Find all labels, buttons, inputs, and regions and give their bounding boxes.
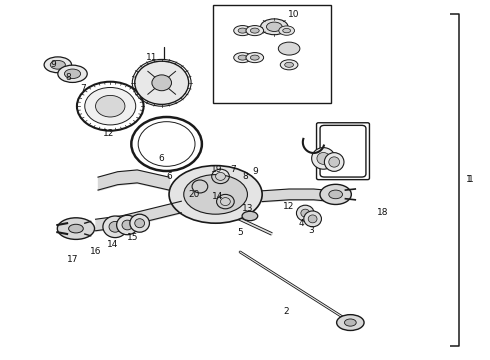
Ellipse shape	[246, 53, 264, 63]
Text: 1: 1	[468, 175, 474, 184]
Text: 8: 8	[66, 73, 72, 82]
Ellipse shape	[320, 184, 351, 204]
Ellipse shape	[344, 319, 356, 326]
Ellipse shape	[69, 224, 83, 233]
Ellipse shape	[96, 95, 125, 117]
Ellipse shape	[329, 157, 340, 167]
Text: 6: 6	[166, 172, 172, 181]
Ellipse shape	[278, 42, 300, 55]
Ellipse shape	[234, 26, 251, 36]
Ellipse shape	[246, 26, 264, 36]
Ellipse shape	[261, 19, 288, 35]
Text: 11: 11	[146, 53, 158, 62]
Ellipse shape	[317, 153, 330, 164]
Ellipse shape	[329, 190, 343, 199]
Text: 13: 13	[242, 204, 253, 213]
Text: 9: 9	[252, 166, 258, 175]
Text: 7: 7	[230, 165, 236, 174]
Bar	[213, 5, 331, 103]
Text: 7: 7	[80, 84, 86, 93]
Ellipse shape	[337, 315, 364, 330]
Ellipse shape	[267, 22, 282, 31]
Ellipse shape	[312, 148, 335, 169]
Ellipse shape	[296, 205, 314, 221]
Ellipse shape	[304, 211, 321, 227]
Ellipse shape	[122, 220, 133, 230]
Ellipse shape	[64, 69, 80, 78]
Text: 6: 6	[159, 154, 165, 163]
Ellipse shape	[184, 175, 247, 214]
Text: 18: 18	[377, 208, 389, 217]
Ellipse shape	[109, 221, 121, 232]
Ellipse shape	[192, 180, 208, 193]
Ellipse shape	[85, 87, 136, 125]
Ellipse shape	[234, 53, 251, 63]
Ellipse shape	[238, 55, 247, 60]
Ellipse shape	[216, 172, 225, 180]
Text: 8: 8	[242, 172, 248, 181]
Text: 12: 12	[103, 129, 115, 138]
Ellipse shape	[169, 166, 262, 223]
Text: 14: 14	[107, 240, 119, 249]
Ellipse shape	[285, 62, 294, 67]
Text: 9: 9	[50, 60, 56, 69]
Ellipse shape	[57, 218, 95, 239]
Text: 2: 2	[284, 307, 290, 316]
Text: 12: 12	[283, 202, 295, 211]
Ellipse shape	[308, 215, 317, 223]
Text: 4: 4	[298, 219, 304, 228]
Text: 19: 19	[211, 165, 222, 174]
Ellipse shape	[280, 60, 298, 70]
Ellipse shape	[50, 60, 65, 69]
Text: 20: 20	[188, 190, 199, 199]
Text: 16: 16	[90, 247, 101, 256]
Ellipse shape	[135, 219, 145, 228]
Ellipse shape	[301, 209, 310, 217]
Ellipse shape	[324, 153, 344, 171]
Ellipse shape	[242, 211, 258, 221]
Ellipse shape	[238, 28, 247, 33]
Ellipse shape	[279, 26, 294, 35]
Text: 10: 10	[288, 10, 300, 19]
Ellipse shape	[117, 215, 138, 235]
Ellipse shape	[130, 214, 149, 232]
Ellipse shape	[283, 28, 291, 33]
Text: 17: 17	[67, 255, 78, 264]
Ellipse shape	[135, 61, 189, 104]
Ellipse shape	[220, 198, 230, 206]
Text: 1: 1	[466, 175, 471, 184]
Text: 5: 5	[237, 228, 243, 237]
Ellipse shape	[152, 75, 172, 91]
Ellipse shape	[58, 65, 87, 82]
Text: 15: 15	[126, 233, 138, 242]
Ellipse shape	[44, 57, 72, 73]
Text: 14: 14	[212, 192, 224, 201]
Ellipse shape	[250, 28, 259, 33]
Ellipse shape	[250, 55, 259, 60]
Ellipse shape	[103, 216, 127, 238]
Text: 3: 3	[308, 226, 314, 235]
